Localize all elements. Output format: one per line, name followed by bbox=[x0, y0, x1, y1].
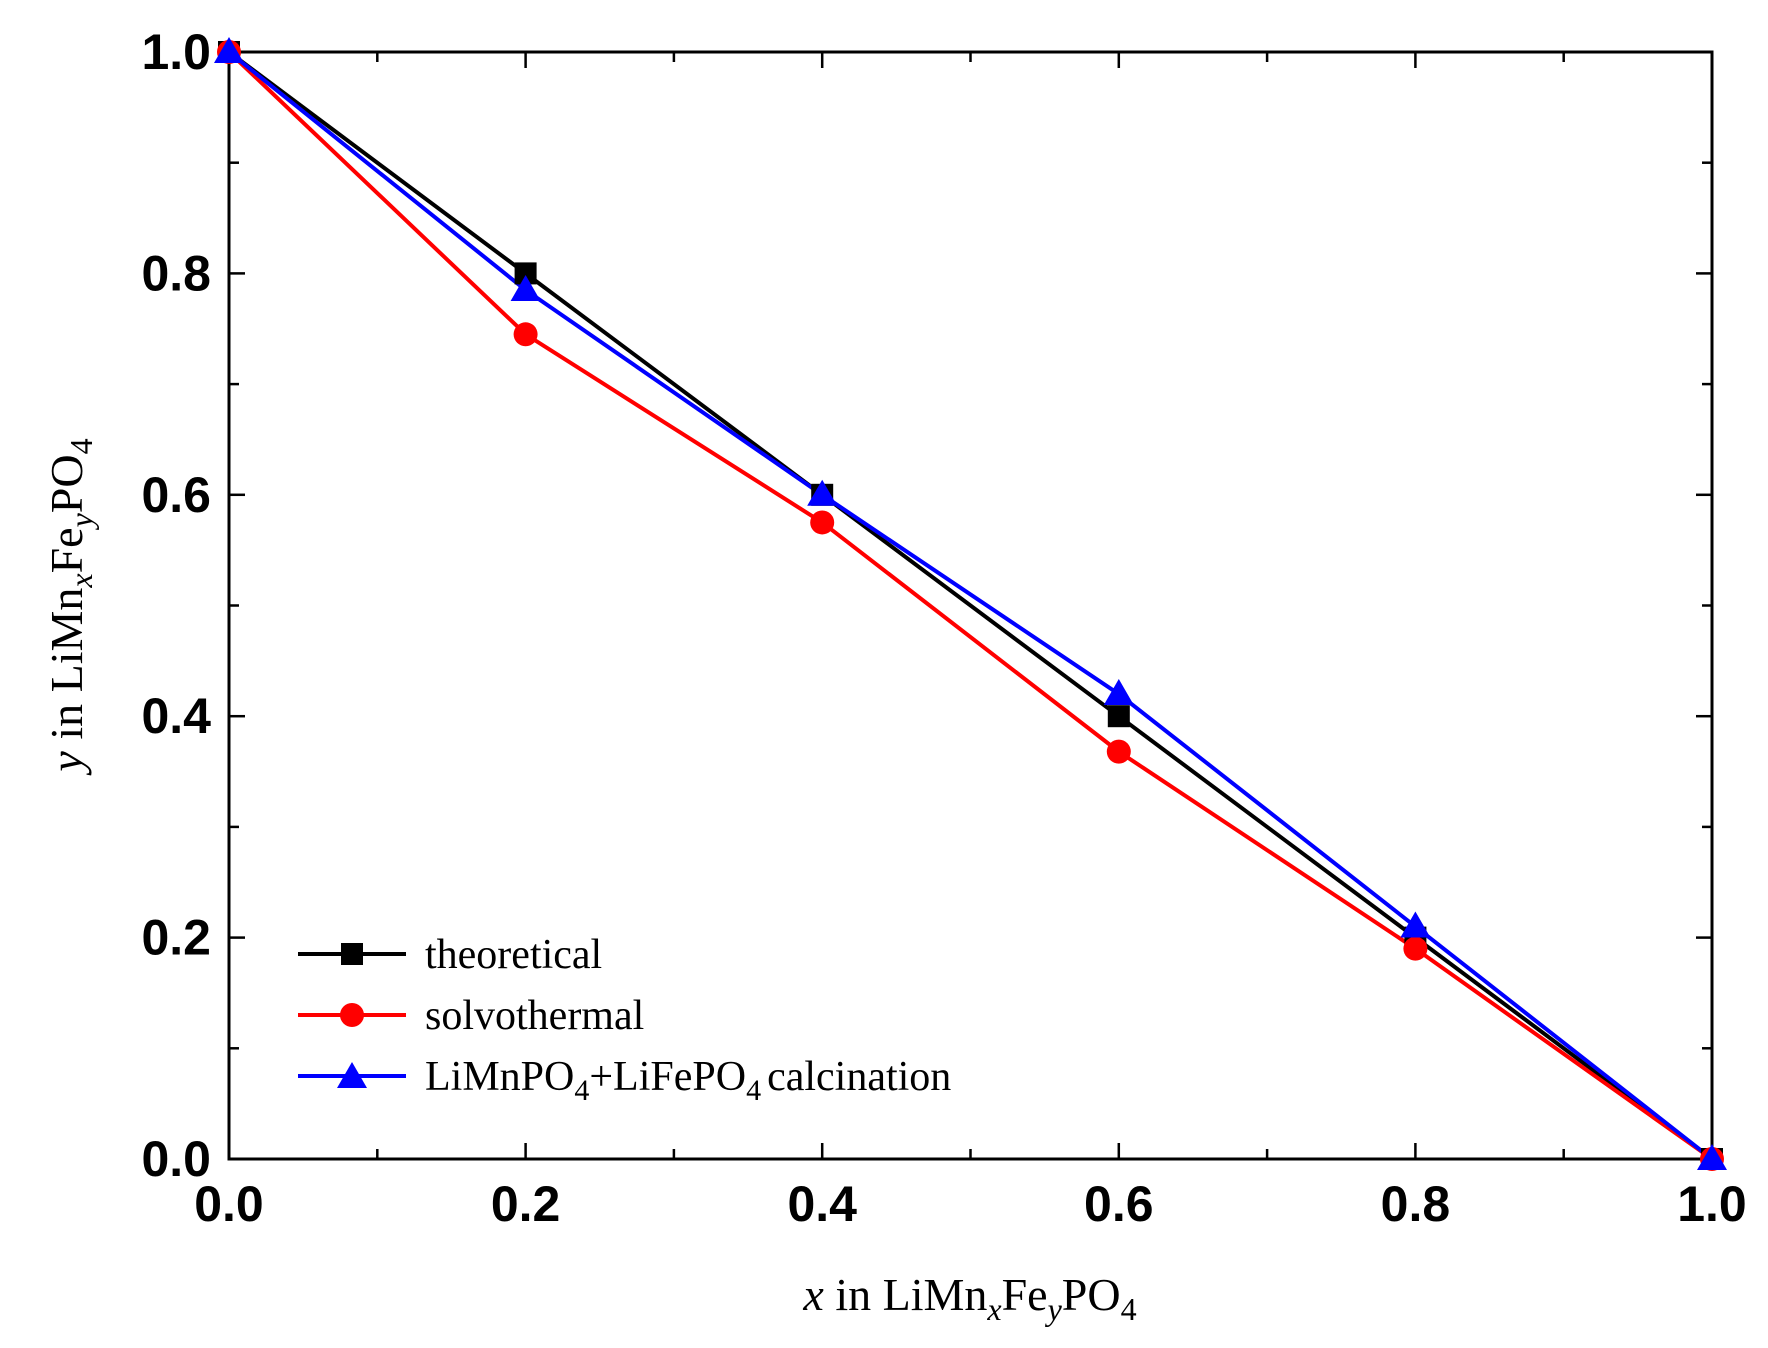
data-point-solvothermal bbox=[1106, 739, 1131, 764]
y-tick-label: 0.4 bbox=[141, 688, 211, 744]
data-point-calcination bbox=[1697, 1144, 1727, 1170]
series-line-square bbox=[227, 50, 1714, 1161]
series-lines bbox=[227, 50, 1714, 1161]
legend-marker-theoretical bbox=[341, 943, 363, 965]
x-tick-label: 0.0 bbox=[194, 1176, 264, 1232]
legend: theoretical solvothermal LiMnPO4+LiFePO4… bbox=[298, 932, 951, 1107]
data-point-theoretical bbox=[1107, 705, 1130, 728]
series-line-triangle bbox=[227, 50, 1714, 1161]
legend-marker-calcination bbox=[337, 1062, 367, 1088]
y-tick-label: 0.0 bbox=[141, 1131, 211, 1187]
y-tick-label: 0.8 bbox=[141, 245, 211, 301]
x-axis-title: x in LiMnxFeyPO4 bbox=[802, 1269, 1136, 1327]
data-point-calcination bbox=[1400, 911, 1431, 938]
legend-label-calcination: LiMnPO4+LiFePO4 calcination bbox=[425, 1054, 951, 1107]
legend-marker-solvothermal bbox=[340, 1003, 364, 1027]
x-tick-label: 0.6 bbox=[1084, 1176, 1154, 1232]
data-point-calcination bbox=[807, 479, 838, 506]
data-point-solvothermal bbox=[810, 510, 835, 535]
legend-label-solvothermal: solvothermal bbox=[425, 993, 644, 1039]
y-tick-label: 0.2 bbox=[141, 910, 211, 966]
x-tick-label: 0.2 bbox=[491, 1176, 561, 1232]
data-point-solvothermal bbox=[1403, 936, 1428, 961]
series-line-circle bbox=[227, 50, 1714, 1161]
data-point-calcination bbox=[214, 37, 244, 63]
x-tick-label: 0.4 bbox=[787, 1176, 857, 1232]
data-point-calcination bbox=[1103, 679, 1134, 706]
data-point-theoretical bbox=[514, 262, 537, 285]
y-tick-label: 0.6 bbox=[141, 467, 211, 523]
tick-marks bbox=[227, 50, 1714, 1161]
x-tick-label: 0.8 bbox=[1381, 1176, 1451, 1232]
x-tick-label: 1.0 bbox=[1677, 1176, 1747, 1232]
series-markers bbox=[214, 37, 1727, 1171]
data-point-solvothermal bbox=[513, 322, 538, 347]
y-tick-label: 1.0 bbox=[141, 24, 211, 80]
y-axis-title: y in LiMnxFeyPO4 bbox=[41, 438, 99, 775]
data-point-calcination bbox=[510, 275, 541, 302]
tick-labels: 0.0 0.2 0.4 0.6 0.8 1.0 0.0 0.2 0.4 0.6 0.8 1.0 bbox=[141, 24, 1746, 1232]
legend-label-theoretical: theoretical bbox=[425, 932, 602, 978]
